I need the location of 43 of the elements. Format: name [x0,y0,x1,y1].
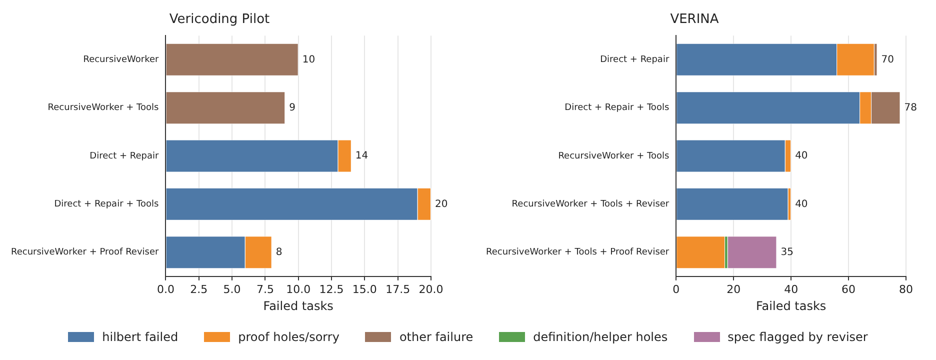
x-tick-label: 2.5 [190,282,208,296]
y-tick-label: Direct + Repair + Tools [54,200,160,210]
total-label: 70 [881,54,894,66]
x-axis-title: Failed tasks [263,298,334,313]
x-tick-label: 0.0 [156,282,174,296]
x-tick-label: 80 [899,282,913,296]
x-tick-label: 20 [726,282,741,296]
total-label: 10 [302,54,316,66]
x-axis-title: Failed tasks [756,298,826,313]
y-tick-label: Direct + Repair [90,151,160,162]
chart-title: VERINA [670,12,719,28]
x-tick-label: 10.0 [286,282,311,296]
total-label: 20 [435,198,448,210]
legend-label: proof holes/sorry [238,330,340,344]
total-label: 8 [276,246,282,258]
x-tick-label: 60 [842,282,856,296]
total-label: 14 [355,150,368,162]
y-tick-label: Direct + Repair + Tools [564,103,670,114]
total-label: 9 [289,102,296,114]
y-tick-label: RecursiveWorker + Tools [558,151,670,162]
total-label: 40 [795,150,808,162]
total-label: 35 [780,246,794,258]
total-label: 40 [795,198,808,210]
y-tick-label: RecursiveWorker + Tools + Proof Reviser [486,248,670,258]
legend-label: hilbert failed [102,330,178,344]
y-tick-label: RecursiveWorker + Tools + Reviser [512,200,670,210]
total-label: 78 [904,102,917,114]
y-tick-label: RecursiveWorker [83,55,160,66]
x-tick-label: 40 [784,282,798,296]
legend-label: definition/helper holes [533,330,668,344]
y-tick-label: Direct + Repair [600,55,670,66]
x-tick-label: 0 [672,282,680,296]
y-tick-label: RecursiveWorker + Proof Reviser [10,248,160,258]
x-tick-label: 15.0 [352,282,377,296]
x-tick-label: 5.0 [223,282,241,296]
x-tick-label: 7.5 [256,282,274,296]
y-tick-label: RecursiveWorker + Tools [48,103,160,114]
x-tick-label: 17.5 [386,282,410,296]
legend-label: other failure [399,330,474,344]
chart-title: Vericoding Pilot [169,12,270,28]
x-tick-label: 20.0 [418,282,444,296]
x-tick-label: 12.5 [319,282,344,296]
legend-label: spec flagged by reviser [728,330,868,344]
